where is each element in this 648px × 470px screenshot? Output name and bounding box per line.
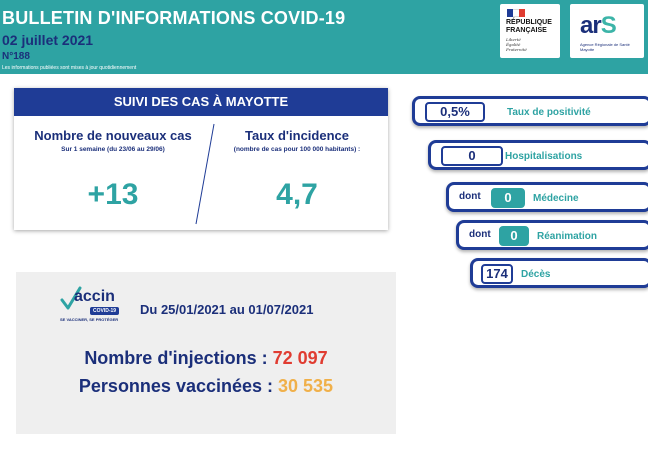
- reanimation-stat: dont 0 Réanimation: [456, 220, 648, 250]
- vaccinated-value: 30 535: [278, 376, 334, 396]
- incidence-sub: (nombre de cas pour 100 000 habitants) :: [233, 146, 361, 153]
- covid-tag: COVID-19: [90, 307, 120, 315]
- motto-liberte: Liberté: [506, 37, 521, 42]
- injections-value: 72 097: [272, 348, 328, 368]
- deces-label: Décès: [521, 269, 551, 280]
- medecine-stat: dont 0 Médecine: [446, 182, 648, 212]
- hospital-stat: 0 Hospitalisations: [428, 140, 648, 170]
- new-cases-sub: Sur 1 semaine (du 23/06 au 29/06): [61, 146, 165, 153]
- deces-value: 174: [481, 264, 513, 284]
- medecine-value: 0: [491, 188, 525, 208]
- vaccin-word: accin: [74, 288, 115, 305]
- check-icon: [60, 286, 82, 310]
- rf-line-2: FRANÇAISE: [506, 27, 547, 34]
- hospital-label: Hospitalisations: [505, 151, 583, 162]
- positivity-stat: 0,5% Taux de positivité: [412, 96, 648, 126]
- incidence-value: 4,7: [276, 178, 318, 211]
- cases-panel: SUIVI DES CAS À MAYOTTE Nombre de nouvea…: [14, 88, 388, 230]
- ars-word: ar: [580, 12, 602, 39]
- new-cases-column: Nombre de nouveaux cas Sur 1 semaine (du…: [18, 128, 208, 211]
- ars-logo: arS Agence Régionale de Santé Mayotte: [570, 4, 644, 58]
- french-flag-icon: [507, 9, 525, 17]
- bulletin-header: BULLETIN D'INFORMATIONS COVID-19 02 juil…: [0, 0, 648, 74]
- injections-line: Nombre d'injections : 72 097: [16, 348, 396, 369]
- positivity-label: Taux de positivité: [507, 107, 591, 118]
- injections-label: Nombre d'injections :: [84, 348, 273, 368]
- new-cases-label: Nombre de nouveaux cas: [34, 128, 192, 143]
- ars-subtitle: Agence Régionale de Santé Mayotte: [580, 42, 630, 52]
- incidence-label: Taux d'incidence: [245, 128, 349, 143]
- deces-stat: 174 Décès: [470, 258, 648, 288]
- new-cases-value: +13: [87, 178, 139, 211]
- ars-s: S: [600, 12, 617, 39]
- motto-fraternite: Fraternité: [506, 47, 527, 52]
- medecine-prefix: dont: [459, 191, 481, 202]
- vaccin-covid-logo: accin COVID-19 SE VACCINER, SE PROTÉGER: [60, 286, 130, 330]
- reanimation-prefix: dont: [469, 229, 491, 240]
- vaccine-period: Du 25/01/2021 au 01/07/2021: [140, 302, 314, 317]
- vaccin-slogan: SE VACCINER, SE PROTÉGER: [60, 317, 119, 322]
- reanimation-value: 0: [499, 226, 529, 246]
- bulletin-note: Les informations publiées sont mises à j…: [2, 65, 137, 71]
- rf-line-1: RÉPUBLIQUE: [506, 19, 552, 26]
- cases-header: SUIVI DES CAS À MAYOTTE: [14, 88, 388, 116]
- vaccine-panel: accin COVID-19 SE VACCINER, SE PROTÉGER …: [16, 272, 396, 434]
- motto-egalite: Égalité: [506, 42, 521, 47]
- republique-francaise-logo: RÉPUBLIQUE FRANÇAISE Liberté Égalité Fra…: [500, 4, 560, 58]
- reanimation-label: Réanimation: [537, 231, 598, 242]
- bulletin-date: 02 juillet 2021: [2, 32, 94, 48]
- vaccinated-line: Personnes vaccinées : 30 535: [16, 376, 396, 397]
- hospital-value: 0: [441, 146, 503, 166]
- positivity-value: 0,5%: [425, 102, 485, 122]
- vaccinated-label: Personnes vaccinées :: [78, 376, 279, 396]
- bulletin-title: BULLETIN D'INFORMATIONS COVID-19: [2, 8, 346, 28]
- medecine-label: Médecine: [533, 193, 579, 204]
- bulletin-number: N°188: [2, 51, 30, 62]
- incidence-column: Taux d'incidence (nombre de cas pour 100…: [210, 128, 384, 211]
